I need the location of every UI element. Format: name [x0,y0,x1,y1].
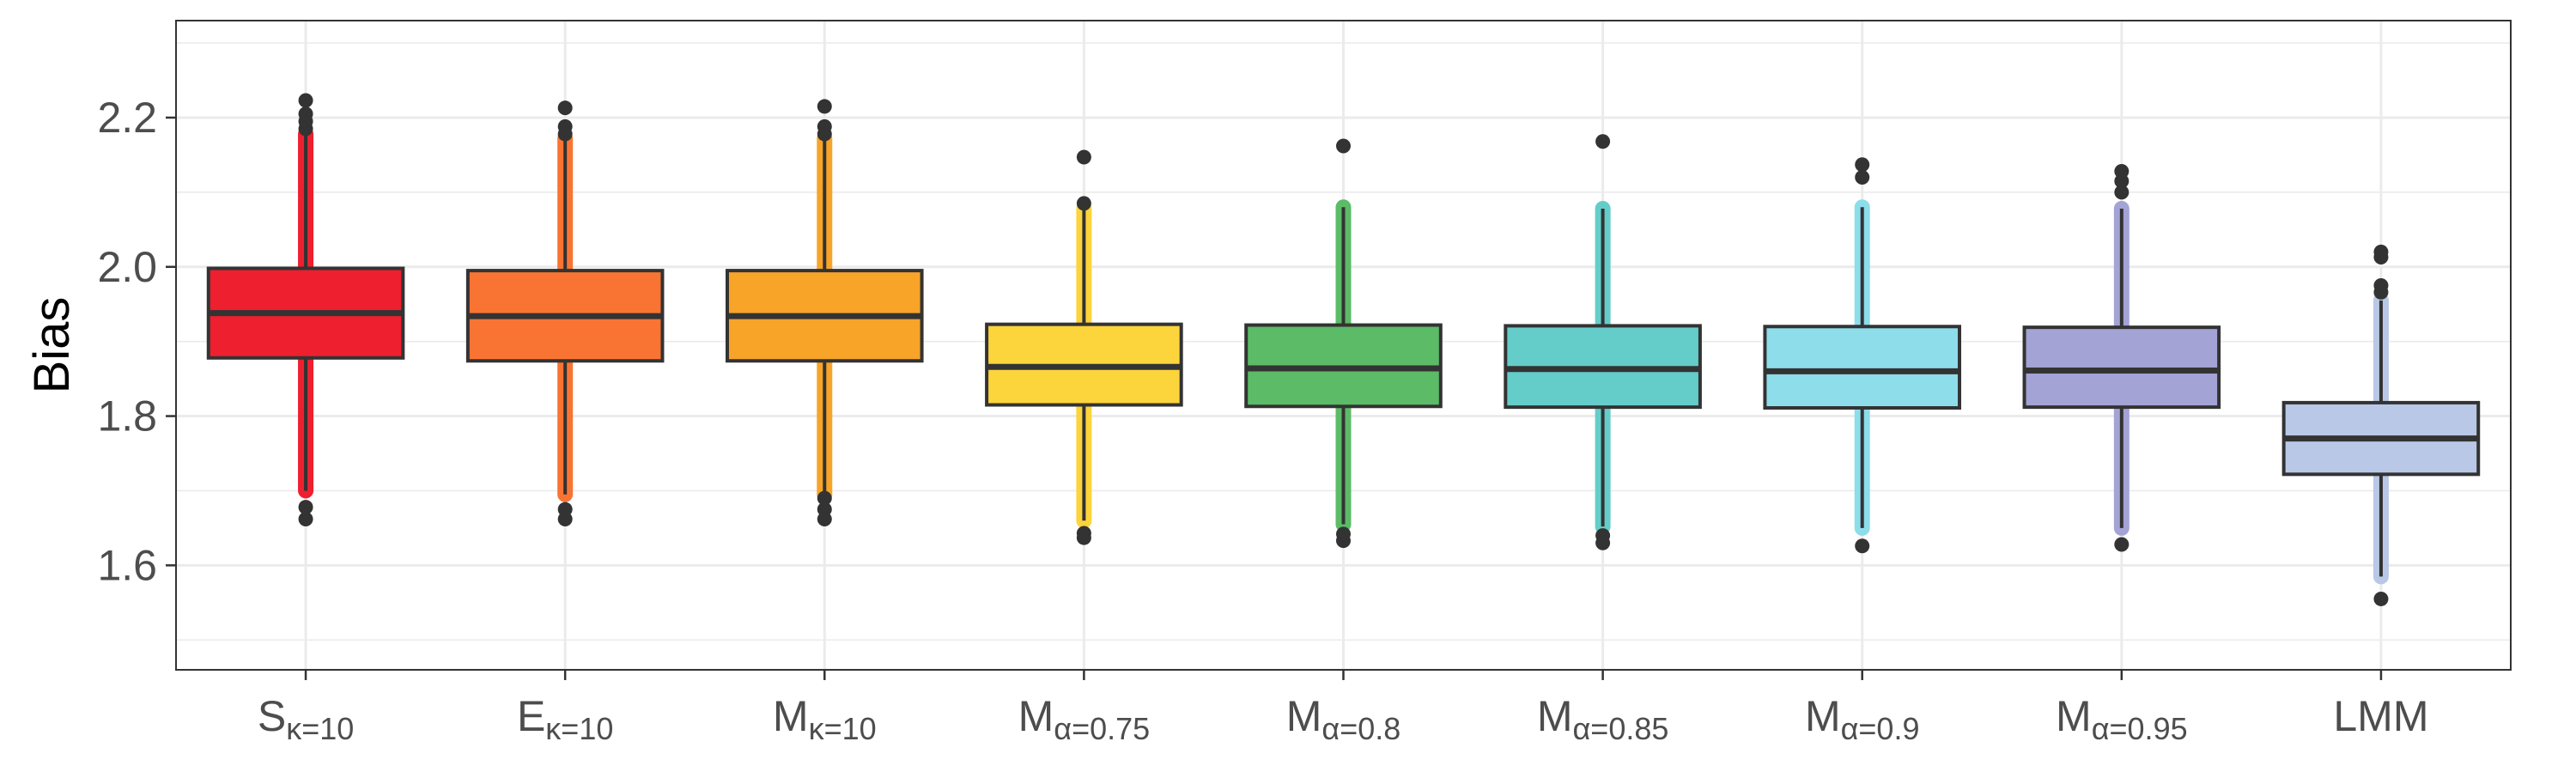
x-tick-label-base: LMM [2333,692,2428,740]
x-tick-label: Mα=0.8 [1286,692,1401,746]
outlier-point [298,500,313,515]
box-series [206,93,2481,606]
x-tick-label: Sκ=10 [258,692,354,746]
box-2 [465,100,665,526]
box-body [2022,325,2221,410]
x-tick-label: Mα=0.75 [1018,692,1151,746]
outlier-point [298,511,313,526]
outlier-point [2373,244,2389,259]
x-tick-label-subscript: α=0.9 [1841,711,1920,746]
y-tick-label: 1.8 [97,392,157,441]
x-tick-label-subscript: κ=10 [809,711,877,746]
box-3 [725,99,924,526]
x-tick-label: Eκ=10 [517,692,613,746]
outlier-point [1855,157,1870,173]
outlier-point [817,501,832,517]
x-tick-label: Mα=0.9 [1805,692,1920,746]
box-9 [2281,244,2481,606]
x-tick-label-base: S [258,692,286,740]
outlier-point [1855,169,1870,185]
x-tick-label-base: M [773,692,809,740]
x-tick-label-base: M [2056,692,2092,740]
outlier-point [817,490,832,506]
outlier-point [557,501,573,517]
outlier-point [1336,526,1351,542]
x-tick-label: Mα=0.85 [1537,692,1669,746]
outlier-point [817,119,832,134]
box-7 [1763,157,1962,554]
outlier-point [557,119,573,134]
x-tick-label-base: M [1018,692,1054,740]
outlier-point [1336,138,1351,154]
x-tick-label-base: E [517,692,545,740]
x-tick-label-subscript: κ=10 [286,711,354,746]
outlier-point [2373,591,2389,606]
y-tick-label: 2.0 [97,243,157,291]
x-tick-label-subscript: α=0.8 [1321,711,1400,746]
y-tick-label: 1.6 [97,541,157,589]
x-tick-label-base: M [1537,692,1573,740]
y-axis-title: Bias [24,297,80,394]
outlier-point [2114,185,2129,200]
box-body [1763,325,1962,410]
outlier-point [2373,277,2389,293]
outlier-point [557,100,573,116]
outlier-point [1595,134,1611,149]
x-tick-label: LMM [2333,692,2428,740]
outlier-point [1855,538,1870,554]
x-tick-label-subscript: α=0.75 [1054,711,1150,746]
x-tick-label: Mκ=10 [773,692,877,746]
outlier-point [2114,537,2129,552]
y-axis: 1.6 1.8 2.0 2.2 [97,94,176,589]
x-tick-label-subscript: α=0.85 [1572,711,1668,746]
x-tick-label: Mα=0.95 [2056,692,2188,746]
box-1 [206,93,405,526]
y-tick-label: 2.2 [97,94,157,142]
box-4 [985,149,1183,545]
outlier-point [1595,528,1611,544]
outlier-point [1076,196,1091,211]
outlier-point [298,106,313,122]
box-5 [1244,138,1443,549]
box-8 [2022,164,2221,552]
outlier-point [298,93,313,108]
outlier-point [2114,164,2129,179]
x-tick-label-subscript: α=0.95 [2092,711,2188,746]
x-tick-label-subscript: κ=10 [545,711,613,746]
outlier-point [1076,526,1091,541]
x-axis: Sκ=10 Eκ=10 Mκ=10 Mα=0.75 Mα=0.8 Mα=0.85 Mα=0.… [258,670,2428,746]
x-tick-label-base: M [1805,692,1841,740]
x-tick-label-base: M [1286,692,1322,740]
outlier-point [1076,149,1091,165]
outlier-point [817,99,832,114]
box-6 [1504,134,1702,550]
